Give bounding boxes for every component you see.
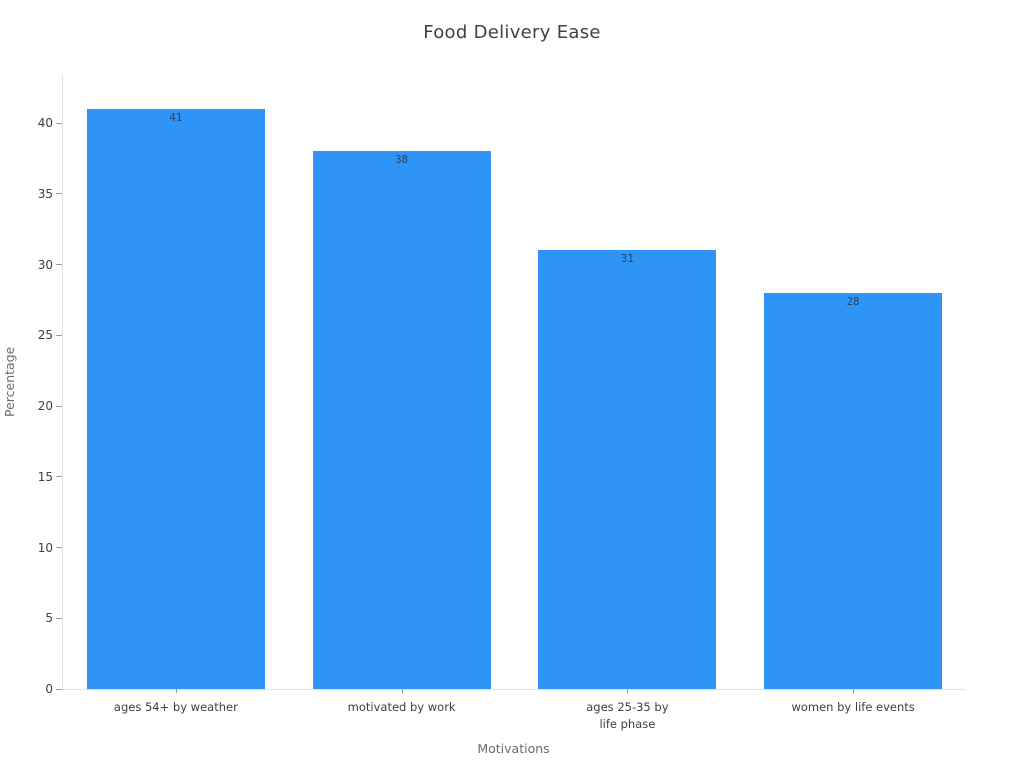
bar-value-label: 28 — [846, 295, 860, 308]
bar-value-label: 41 — [169, 111, 183, 124]
y-tick-label: 35 — [37, 186, 53, 201]
chart-title: Food Delivery Ease — [423, 22, 601, 43]
y-tick-mark — [56, 547, 62, 549]
bar[interactable]: 31 — [538, 250, 717, 689]
y-tick-mark — [56, 122, 62, 124]
y-tick-label: 0 — [45, 682, 53, 696]
bar[interactable]: 38 — [312, 151, 491, 689]
x-tick-mark — [175, 689, 177, 693]
y-tick-label: 20 — [37, 399, 53, 414]
x-tick-mark — [627, 689, 629, 693]
y-tick-label: 10 — [37, 540, 53, 555]
bar[interactable]: 41 — [86, 108, 265, 689]
x-tick-label: ages 25-35 by life phase — [586, 700, 669, 731]
bar[interactable]: 28 — [764, 292, 943, 689]
plot-area: 0 5 10 15 20 25 30 35 40 41 ages 54+ by weather 38 m… — [38, 75, 966, 731]
y-tick-mark — [56, 264, 62, 266]
y-tick-label: 25 — [37, 328, 53, 343]
x-tick-mark — [853, 689, 855, 693]
x-tick-label: ages 54+ by weather — [113, 700, 238, 714]
y-tick-mark — [56, 334, 62, 336]
bar-value-label: 38 — [395, 154, 408, 167]
x-axis-title: Motivations — [477, 741, 550, 756]
y-tick-mark — [56, 617, 62, 619]
x-tick-label: women by life events — [791, 700, 915, 714]
y-tick-label: 30 — [37, 257, 53, 272]
x-tick-label: motivated by work — [347, 700, 456, 714]
bar-value-label: 31 — [621, 253, 634, 266]
y-axis-title: Percentage — [2, 346, 17, 418]
y-tick-mark — [56, 688, 62, 690]
y-tick-label: 5 — [45, 611, 53, 626]
y-tick-mark — [56, 193, 62, 195]
y-tick-mark — [56, 405, 62, 407]
y-tick-mark — [56, 476, 62, 478]
x-tick-mark — [401, 689, 403, 693]
y-tick-label: 15 — [37, 469, 53, 484]
y-tick-label: 40 — [37, 116, 53, 131]
